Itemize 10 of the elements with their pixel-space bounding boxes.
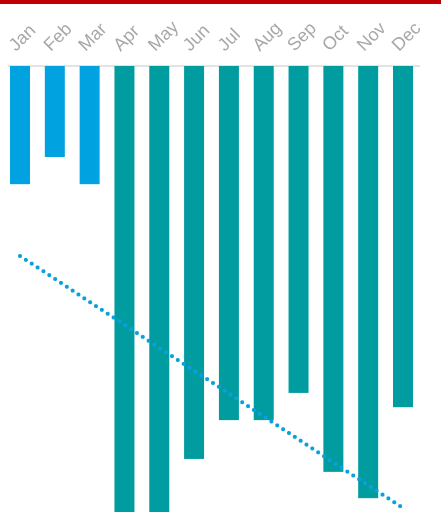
x-tick-label: Nov: [352, 18, 390, 55]
x-tick-label: Aug: [248, 18, 286, 55]
x-tick-label: Jul: [214, 24, 244, 55]
x-tick-label: Oct: [318, 20, 352, 55]
x-tick-label: Mar: [74, 18, 110, 55]
x-tick-label: Dec: [388, 18, 424, 55]
x-tick-label: Apr: [109, 20, 144, 55]
x-tick-label: Feb: [40, 18, 76, 55]
x-tick-label: Sep: [283, 18, 320, 55]
x-tick-label: Jan: [4, 20, 40, 55]
